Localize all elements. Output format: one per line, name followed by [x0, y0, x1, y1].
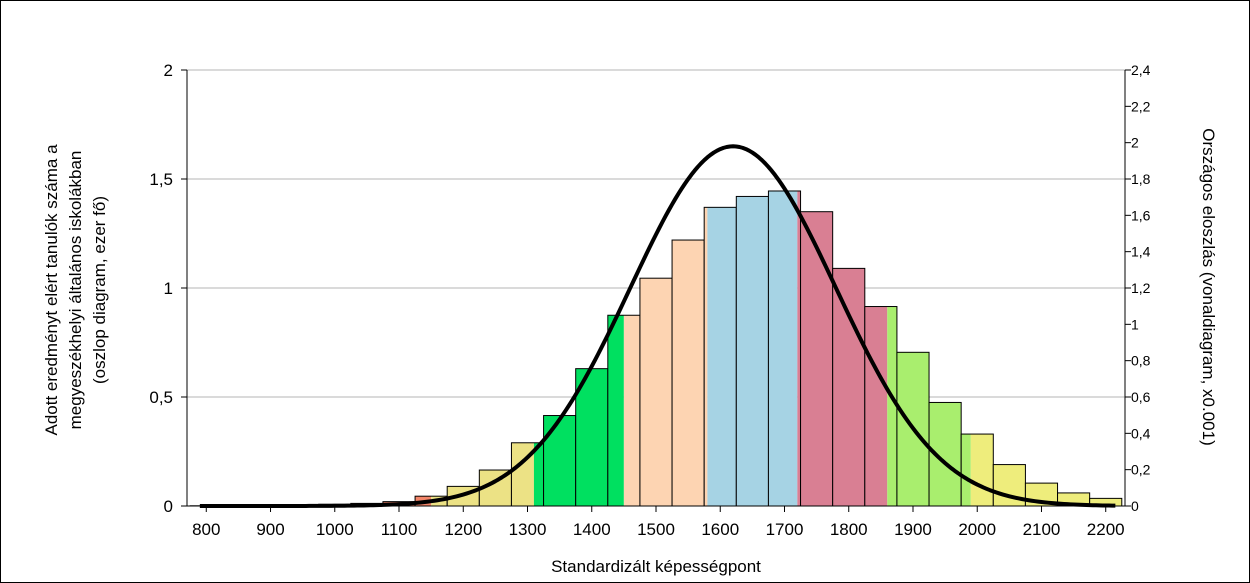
- y2-tick-label: 1,2: [1131, 280, 1151, 296]
- y2-tick-label: 1,8: [1131, 171, 1151, 187]
- x-tick-label: 1400: [573, 520, 611, 539]
- x-tick-label: 1700: [766, 520, 804, 539]
- y2-tick-label: 0: [1131, 498, 1139, 514]
- x-tick-label: 1000: [316, 520, 354, 539]
- x-tick-label: 1500: [637, 520, 675, 539]
- y2-axis-label: Országos eloszlás (vonaldiagram, x0.001): [1199, 128, 1218, 445]
- bar-fill-segment: [543, 415, 576, 506]
- y-tick-label: 2: [164, 61, 173, 80]
- x-tick-label: 1200: [444, 520, 482, 539]
- y-axis-label-line-1: Adott eredményt elért tanulók száma a: [42, 144, 61, 436]
- bar-fill-segment: [970, 434, 994, 506]
- bar-fill-segment: [797, 190, 801, 507]
- x-tick-label: 800: [192, 520, 220, 539]
- x-tick-label: 1800: [830, 520, 868, 539]
- axis-labels: Standardizált képességpont Adott eredmén…: [42, 128, 1218, 576]
- bar-fill-segment: [832, 268, 865, 506]
- curve-line: [199, 144, 1116, 508]
- y2-tick-label: 0,2: [1131, 462, 1151, 478]
- bar-fill-segment: [887, 306, 897, 506]
- y-axis-label-line-3: (oszlop diagram, ezer fő): [90, 196, 109, 384]
- bar-fill-segment: [533, 442, 544, 506]
- y-tick-label: 0: [164, 497, 173, 516]
- bar-fill-segment: [575, 368, 608, 506]
- y-tick-label: 1: [164, 279, 173, 298]
- bar-fill-segment: [1089, 498, 1122, 506]
- y-tick-label: 1,5: [149, 170, 173, 189]
- y2-tick-label: 1,4: [1131, 244, 1151, 260]
- x-tick-label: 1100: [381, 520, 418, 539]
- y-axis-label-line-2: megyeszékhelyi általános iskolákban: [66, 151, 85, 430]
- x-tick-label: 2100: [1023, 520, 1061, 539]
- distribution-curve: [199, 144, 1116, 508]
- x-axis-label: Standardizált képességpont: [551, 557, 761, 576]
- bar-fill-segment: [864, 306, 888, 506]
- x-tick-label: 1300: [509, 520, 547, 539]
- x-tick-label: 1900: [894, 520, 932, 539]
- bar-fill-segment: [961, 434, 971, 506]
- y2-tick-label: 0,8: [1131, 353, 1151, 369]
- bar-fill-segment: [800, 211, 833, 506]
- bar-fill-segment: [768, 190, 798, 507]
- y2-tick-label: 0,4: [1131, 425, 1151, 441]
- y2-tick-label: 1: [1131, 316, 1139, 332]
- y2-tick-label: 2: [1131, 135, 1139, 151]
- y2-tick-label: 1,6: [1131, 207, 1151, 223]
- bar-fill-segment: [707, 207, 737, 506]
- bar-fill-segment: [623, 315, 640, 506]
- x-tick-label: 2000: [958, 520, 996, 539]
- bar-fill-segment: [672, 240, 705, 507]
- y2-tick-label: 0,6: [1131, 389, 1151, 405]
- y2-tick-label: 2,2: [1131, 98, 1151, 114]
- bar-fill-segment: [704, 207, 708, 506]
- x-tick-label: 900: [256, 520, 284, 539]
- x-tick-label: 1600: [701, 520, 739, 539]
- bar-fill-segment: [736, 196, 769, 506]
- x-tick-label: 2200: [1087, 520, 1125, 539]
- y2-tick-label: 2,4: [1131, 62, 1151, 78]
- bar-fill-segment: [607, 315, 624, 506]
- bar-fill-segment: [639, 278, 673, 506]
- y-tick-label: 0,5: [149, 388, 173, 407]
